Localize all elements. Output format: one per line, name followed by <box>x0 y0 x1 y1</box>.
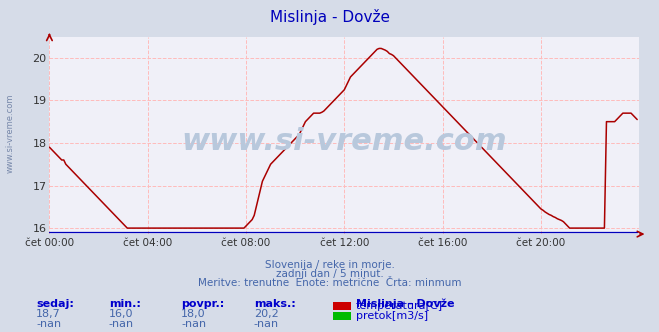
Text: Meritve: trenutne  Enote: metrične  Črta: minmum: Meritve: trenutne Enote: metrične Črta: … <box>198 278 461 288</box>
Text: pretok[m3/s]: pretok[m3/s] <box>356 311 428 321</box>
Text: min.:: min.: <box>109 299 140 309</box>
Text: sedaj:: sedaj: <box>36 299 74 309</box>
Text: 16,0: 16,0 <box>109 309 133 319</box>
Text: -nan: -nan <box>109 319 134 329</box>
Text: Mislinja - Dovže: Mislinja - Dovže <box>356 299 454 309</box>
Text: -nan: -nan <box>254 319 279 329</box>
Text: 18,7: 18,7 <box>36 309 61 319</box>
Text: temperatura[C]: temperatura[C] <box>356 301 443 311</box>
Text: povpr.:: povpr.: <box>181 299 225 309</box>
Text: 20,2: 20,2 <box>254 309 279 319</box>
Text: www.si-vreme.com: www.si-vreme.com <box>5 93 14 173</box>
Text: 18,0: 18,0 <box>181 309 206 319</box>
Text: zadnji dan / 5 minut.: zadnji dan / 5 minut. <box>275 269 384 279</box>
Text: maks.:: maks.: <box>254 299 295 309</box>
Text: Mislinja - Dovže: Mislinja - Dovže <box>270 9 389 25</box>
Text: www.si-vreme.com: www.si-vreme.com <box>181 127 507 156</box>
Text: Slovenija / reke in morje.: Slovenija / reke in morje. <box>264 260 395 270</box>
Text: -nan: -nan <box>36 319 61 329</box>
Text: -nan: -nan <box>181 319 206 329</box>
